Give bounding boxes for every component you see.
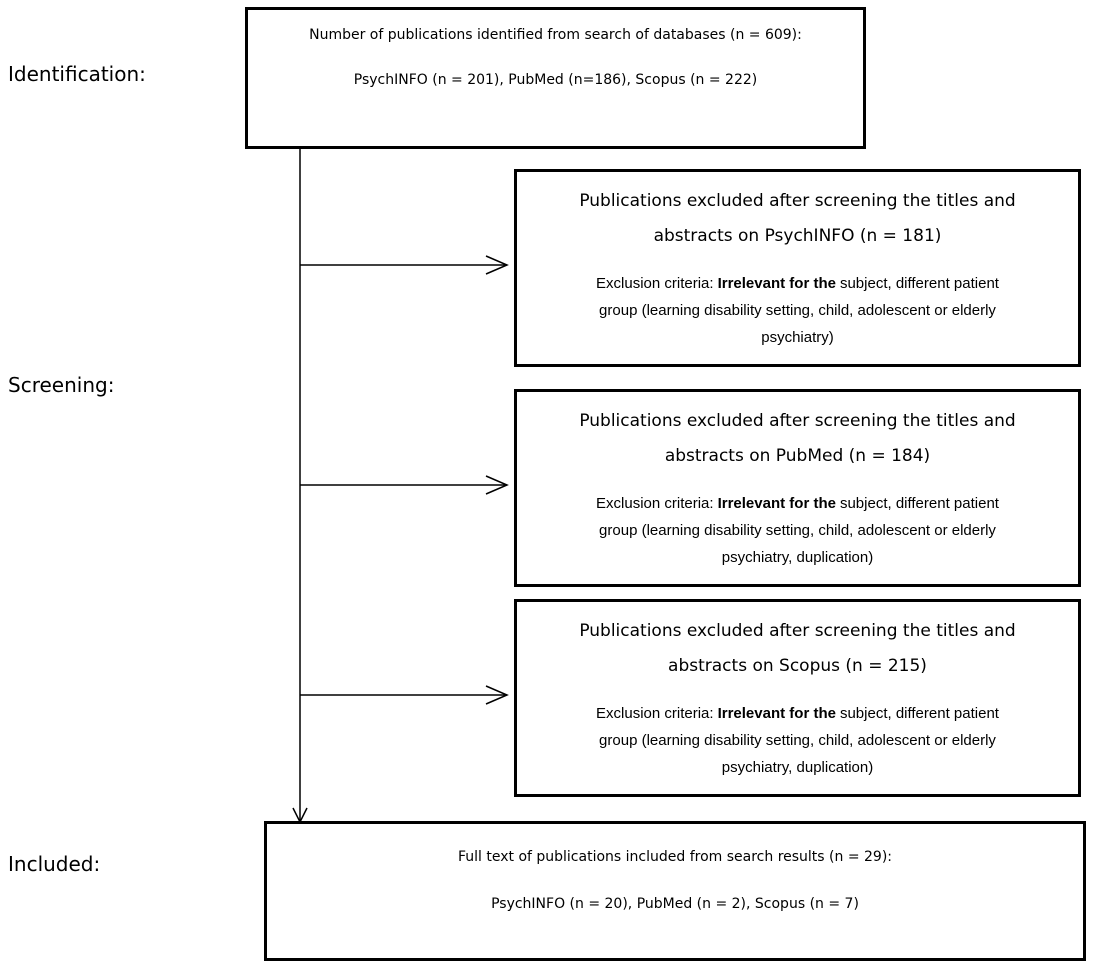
excluded-box: Publications excluded after screening th… xyxy=(514,169,1081,367)
identified-box: Number of publications identified from s… xyxy=(245,7,866,149)
arrow-head xyxy=(485,475,509,495)
criteria-bold: Irrelevant for the xyxy=(717,275,836,292)
criteria-line: psychiatry) xyxy=(761,329,834,346)
excluded-box: Publications excluded after screening th… xyxy=(514,389,1081,587)
criteria-bold: Irrelevant for the xyxy=(717,705,836,722)
criteria-line: group (learning disability setting, chil… xyxy=(599,732,996,749)
stage-label: Screening: xyxy=(8,373,115,397)
criteria-text: subject, different patient xyxy=(839,495,999,512)
box-title: Publications excluded after screening th… xyxy=(579,411,1016,431)
arrow-head xyxy=(485,685,509,705)
criteria-label: Exclusion criteria: xyxy=(596,275,714,292)
criteria-line: psychiatry, duplication) xyxy=(721,549,874,566)
included-box: Full text of publications included from … xyxy=(264,821,1086,961)
criteria-text: subject, different patient xyxy=(839,705,999,722)
criteria-line: Exclusion criteria: Irrelevant for the sub… xyxy=(517,270,1078,297)
criteria-line: group (learning disability setting, chil… xyxy=(599,302,996,319)
criteria: Exclusion criteria: Irrelevant for the sub… xyxy=(517,270,1078,351)
criteria-line: Exclusion criteria: Irrelevant for the sub… xyxy=(517,700,1078,727)
box-title: Publications excluded after screening th… xyxy=(579,191,1016,211)
excluded-box: Publications excluded after screening th… xyxy=(514,599,1081,797)
box-title: abstracts on PubMed (n = 184) xyxy=(664,446,931,466)
box-text: PsychINFO (n = 201), PubMed (n=186), Sco… xyxy=(353,72,758,88)
box-text: Number of publications identified from s… xyxy=(309,27,802,43)
criteria: Exclusion criteria: Irrelevant for the sub… xyxy=(517,700,1078,781)
criteria-text: subject, different patient xyxy=(839,275,999,292)
criteria-line: Exclusion criteria: Irrelevant for the sub… xyxy=(517,490,1078,517)
box-text: PsychINFO (n = 20), PubMed (n = 2), Scop… xyxy=(491,896,859,912)
criteria: Exclusion criteria: Irrelevant for the sub… xyxy=(517,490,1078,571)
criteria-line: psychiatry, duplication) xyxy=(721,759,874,776)
box-text: Full text of publications included from … xyxy=(457,849,893,865)
stage-label: Identification: xyxy=(8,62,146,86)
criteria-label: Exclusion criteria: xyxy=(596,705,714,722)
criteria-line: group (learning disability setting, chil… xyxy=(599,522,996,539)
criteria-bold: Irrelevant for the xyxy=(717,495,836,512)
box-title: Publications excluded after screening th… xyxy=(579,621,1016,641)
box-title: abstracts on PsychINFO (n = 181) xyxy=(653,226,942,246)
criteria-label: Exclusion criteria: xyxy=(596,495,714,512)
stage-label: Included: xyxy=(8,852,101,876)
arrow-head xyxy=(485,255,509,275)
box-title: abstracts on Scopus (n = 215) xyxy=(668,656,927,676)
